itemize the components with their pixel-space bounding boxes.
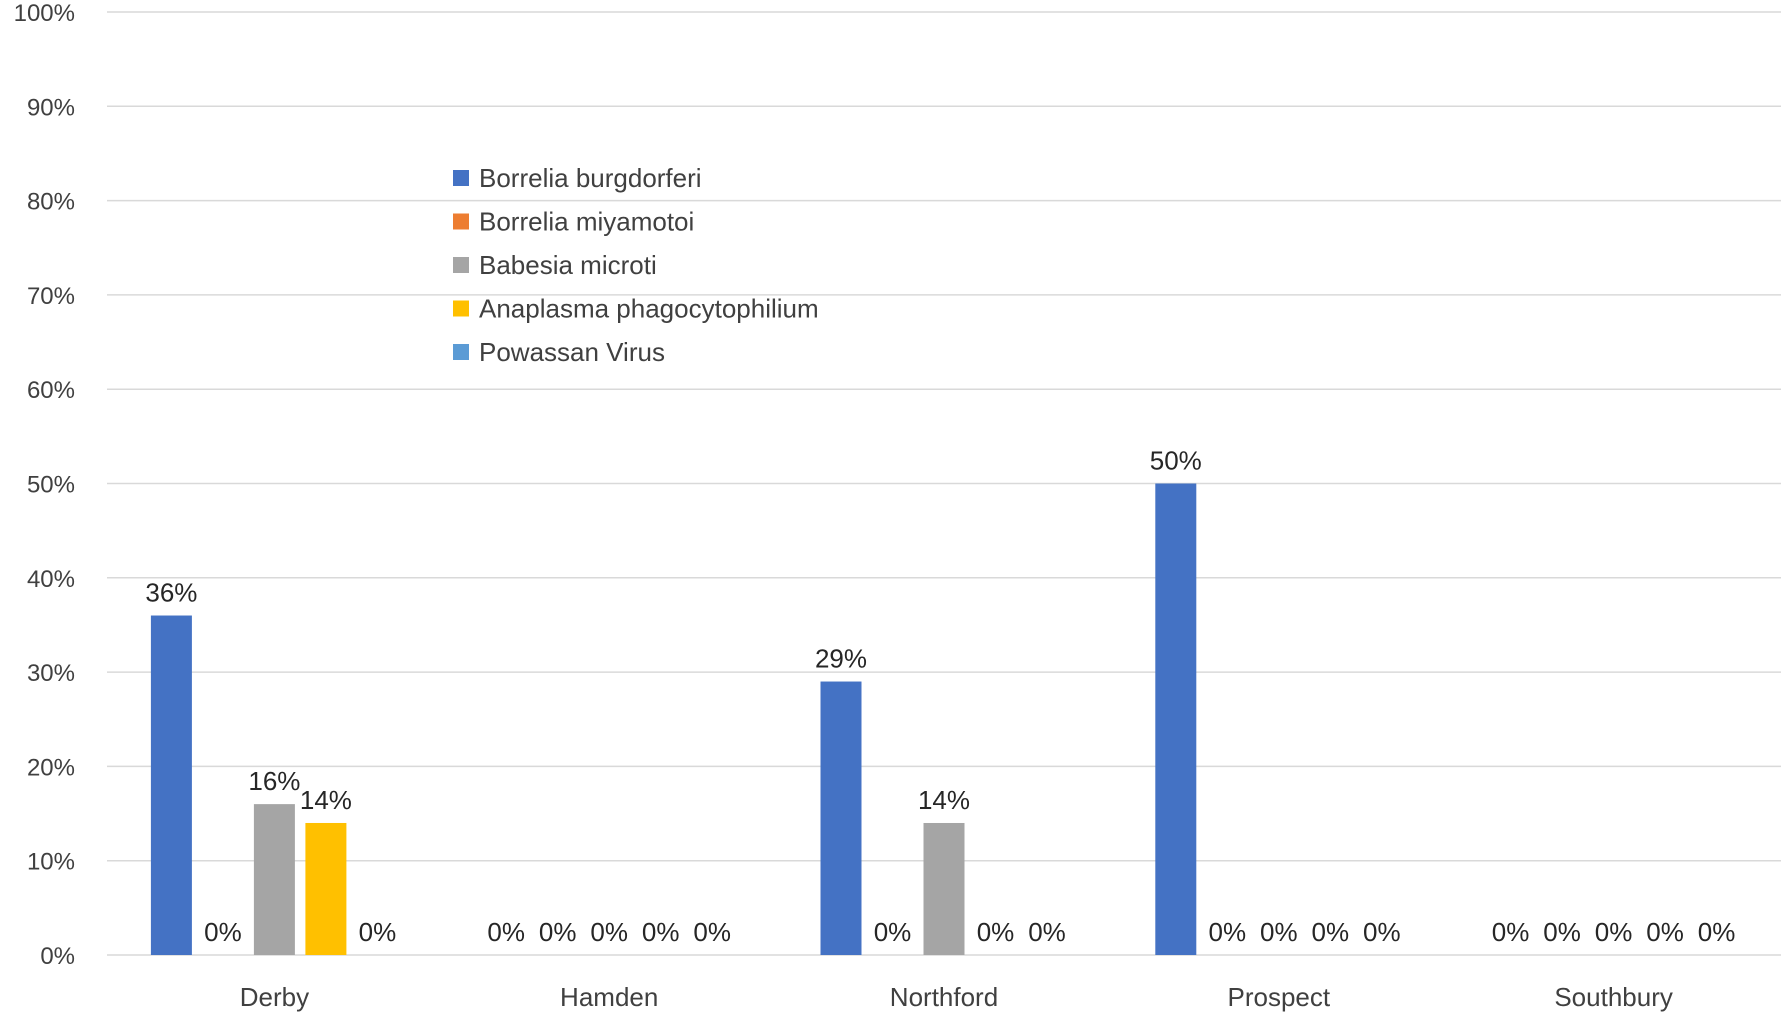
legend-label: Borrelia burgdorferi (479, 163, 702, 193)
data-labels: 36%0%16%14%0% 0% 0% 0% 0% 0%29%0%14%0% 0%50%0%… (145, 446, 1735, 948)
legend-swatch (453, 257, 469, 273)
data-label: 29% (815, 644, 867, 674)
legend-label: Borrelia miyamotoi (479, 207, 694, 237)
data-label: 0% (1543, 917, 1581, 947)
bar (150, 615, 192, 955)
bar (923, 822, 965, 955)
bar (820, 681, 862, 955)
legend-label: Powassan Virus (479, 337, 665, 367)
y-tick-label: 90% (27, 94, 75, 121)
data-label: 16% (248, 766, 300, 796)
y-tick-label: 60% (27, 377, 75, 404)
data-label: 0% (874, 917, 912, 947)
category-label: Prospect (1227, 982, 1330, 1012)
category-label: Southbury (1554, 982, 1673, 1012)
gridlines (107, 11, 1781, 956)
y-tick-label: 70% (27, 283, 75, 310)
y-tick-label: 100% (14, 0, 75, 27)
bars (150, 483, 1197, 955)
data-label: 0% (204, 917, 242, 947)
data-label: 0% (1698, 917, 1736, 947)
category-label: Hamden (560, 982, 658, 1012)
data-label: 0% (1492, 917, 1530, 947)
data-label: 0% (1595, 917, 1633, 947)
legend-label: Babesia microti (479, 250, 657, 280)
data-label: 0% (693, 917, 731, 947)
data-label: 50% (1150, 446, 1202, 476)
data-label: 14% (300, 785, 352, 815)
data-label: 0% (359, 917, 397, 947)
category-label: Derby (240, 982, 309, 1012)
x-axis-category-labels: Derby Hamden Northford Prospect Southbury (240, 982, 1673, 1012)
y-tick-label: 50% (27, 472, 75, 499)
data-label: 0% (1028, 917, 1066, 947)
data-label: 0% (977, 917, 1015, 947)
data-label: 0% (1363, 917, 1401, 947)
data-label: 14% (918, 785, 970, 815)
legend-swatch (453, 300, 469, 317)
data-label: 0% (1312, 917, 1350, 947)
y-axis-tick-labels: 0% 10% 20% 30% 40% 50% 60% 70% 80% 90% 100% (14, 0, 75, 970)
data-label: 0% (1260, 917, 1298, 947)
y-tick-label: 0% (40, 943, 75, 970)
y-tick-label: 30% (27, 660, 75, 687)
legend-swatch (453, 170, 469, 186)
data-label: 36% (145, 578, 197, 608)
data-label: 0% (642, 917, 680, 947)
y-tick-label: 80% (27, 189, 75, 216)
legend-swatch (453, 213, 469, 230)
data-label: 0% (487, 917, 525, 947)
legend-swatch (453, 344, 469, 360)
bar (253, 804, 295, 955)
category-label: Northford (890, 982, 998, 1012)
data-label: 0% (590, 917, 628, 947)
y-tick-label: 20% (27, 754, 75, 781)
bar (305, 822, 347, 955)
legend-label: Anaplasma phagocytophilium (479, 294, 819, 324)
y-tick-label: 10% (27, 849, 75, 876)
data-label: 0% (539, 917, 577, 947)
y-tick-label: 40% (27, 566, 75, 593)
legend: Borrelia burgdorferi Borrelia miyamotoi Ba… (453, 163, 819, 367)
data-label: 0% (1209, 917, 1247, 947)
bar (1155, 483, 1197, 955)
data-label: 0% (1646, 917, 1684, 947)
